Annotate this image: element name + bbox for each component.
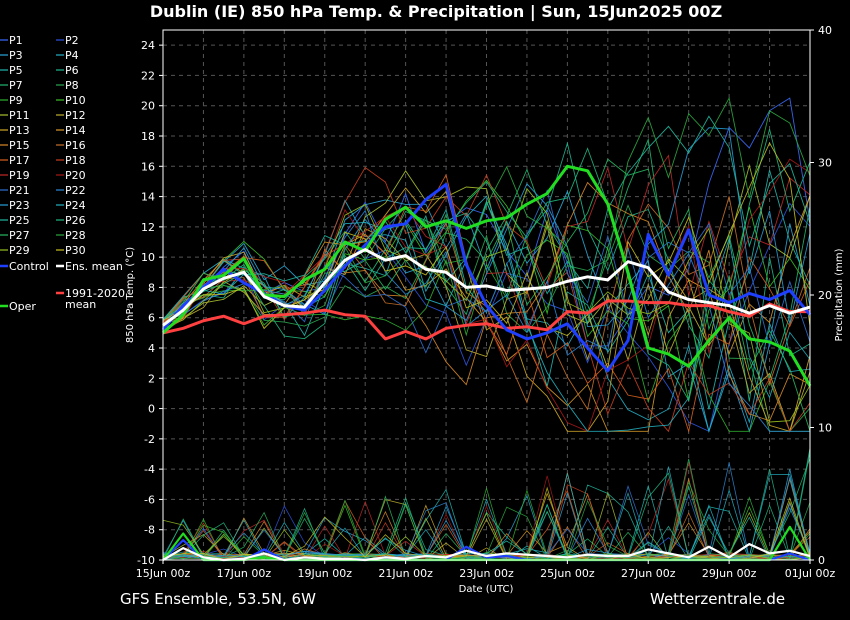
legend-label: P16	[65, 139, 86, 152]
legend-label: P10	[65, 94, 86, 107]
legend-label: P1	[9, 34, 23, 47]
oper-temp-line	[161, 164, 812, 387]
legend-label: P15	[9, 139, 30, 152]
y-tick-label: 4	[148, 342, 155, 355]
member-temp-line	[162, 158, 811, 432]
x-tick-label: 15Jun 00z	[136, 567, 191, 580]
legend-label: P8	[65, 79, 79, 92]
x-tick-label: 25Jun 00z	[540, 567, 595, 580]
y-tick-label: -2	[144, 433, 155, 446]
y-tick-label: 2	[148, 372, 155, 385]
climate-mean-line	[162, 299, 810, 341]
x-tick-label: 23Jun 00z	[459, 567, 514, 580]
legend-label: P2	[65, 34, 79, 47]
legend-label: P29	[9, 244, 30, 257]
member-precip-line	[162, 512, 811, 561]
legend-label: P21	[9, 184, 30, 197]
legend-label: P5	[9, 64, 23, 77]
y-tick-label: 14	[141, 191, 155, 204]
legend-label: P4	[65, 49, 79, 62]
legend-label: P9	[9, 94, 23, 107]
legend-label: P3	[9, 49, 23, 62]
x-tick-label: 27Jun 00z	[621, 567, 676, 580]
control-temp-line	[161, 182, 812, 373]
member-temp-line	[162, 187, 811, 423]
footer-source: Wetterzentrale.de	[650, 590, 785, 608]
legend-label: P6	[65, 64, 79, 77]
y2-tick-label: 40	[818, 24, 832, 37]
y-tick-label: -4	[144, 463, 155, 476]
y-tick-label: -8	[144, 524, 155, 537]
y-tick-label: 10	[141, 251, 155, 264]
legend-label: P22	[65, 184, 86, 197]
member-temp-line	[162, 190, 811, 433]
legend: P1 P2 P3 P4 P5 P6 P7 P8 P9 P10 P11 P12 P13 P14 P15 P16 P…	[0, 34, 125, 313]
y-tick-label: 22	[141, 69, 155, 82]
y2-axis-ticks: 0 10 20 30 40	[810, 24, 832, 567]
x-tick-label: 21Jun 00z	[378, 567, 433, 580]
x-tick-label: 01Jul 00z	[785, 567, 836, 580]
legend-label: P26	[65, 214, 86, 227]
legend-label: 1991-2020	[65, 287, 125, 300]
legend-label: P23	[9, 199, 30, 212]
y-axis-label: 850 hPa Temp. (°C)	[125, 247, 136, 343]
x-tick-label: 17Jun 00z	[217, 567, 272, 580]
y2-tick-label: 30	[818, 157, 832, 170]
y2-tick-label: 20	[818, 289, 832, 302]
legend-label: P18	[65, 154, 86, 167]
x-axis-ticks: 15Jun 00z 17Jun 00z 19Jun 00z 21Jun 00z 23Ju…	[136, 560, 836, 580]
member-temp-line	[162, 141, 811, 370]
legend-label: P17	[9, 154, 30, 167]
member-temp-line	[162, 204, 811, 432]
legend-label: Control	[9, 260, 49, 273]
legend-label: P12	[65, 109, 86, 122]
legend-label: P13	[9, 124, 30, 137]
y2-axis-label: Precipitation (mm)	[834, 248, 845, 341]
legend-label: P11	[9, 109, 30, 122]
legend-label: P28	[65, 229, 86, 242]
member-temp-line	[162, 195, 811, 432]
x-axis-label: Date (UTC)	[459, 584, 514, 595]
legend-label: Ens. mean	[65, 260, 123, 273]
legend-label: P30	[65, 244, 86, 257]
legend-label: Oper	[9, 300, 36, 313]
y-tick-label: 0	[148, 403, 155, 416]
legend-label: P20	[65, 169, 86, 182]
x-tick-label: 19Jun 00z	[298, 567, 353, 580]
legend-label: P19	[9, 169, 30, 182]
member-temp-line	[162, 163, 811, 347]
y-tick-label: 12	[141, 221, 155, 234]
y-tick-label: 16	[141, 160, 155, 173]
legend-label: P7	[9, 79, 23, 92]
y-tick-label: 8	[148, 281, 155, 294]
footer-model: GFS Ensemble, 53.5N, 6W	[120, 590, 316, 608]
member-temp-line	[162, 127, 811, 332]
legend-label: P14	[65, 124, 86, 137]
y-tick-label: -10	[137, 554, 155, 567]
member-temp-line	[162, 96, 811, 328]
y2-tick-label: 10	[818, 422, 832, 435]
x-tick-label: 29Jun 00z	[702, 567, 757, 580]
legend-label: P24	[65, 199, 86, 212]
legend-label: mean	[65, 298, 96, 311]
y-tick-label: 6	[148, 312, 155, 325]
legend-label: P27	[9, 229, 30, 242]
legend-label: P25	[9, 214, 30, 227]
y-tick-label: -6	[144, 493, 155, 506]
ens-mean-temp-line	[162, 248, 811, 327]
y2-tick-label: 0	[818, 554, 825, 567]
y-tick-label: 24	[141, 39, 155, 52]
ens-mean-precip-line	[162, 542, 811, 562]
chart-title: Dublin (IE) 850 hPa Temp. & Precipitatio…	[150, 2, 722, 22]
y-tick-label: 18	[141, 130, 155, 143]
y-tick-label: 20	[141, 100, 155, 113]
